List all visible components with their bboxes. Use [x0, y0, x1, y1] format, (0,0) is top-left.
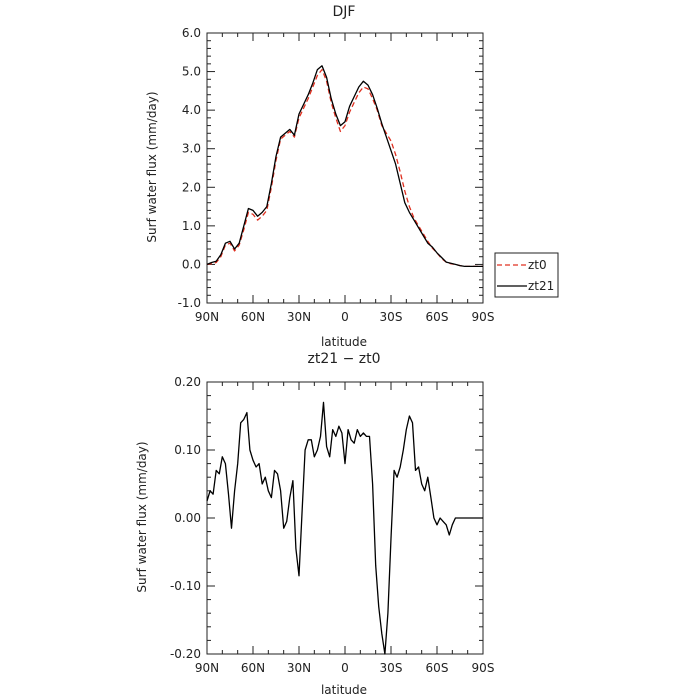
x-tick-label: 30N	[287, 661, 311, 675]
x-tick-label: 60S	[426, 661, 449, 675]
y-axis-title: Surf water flux (mm/day)	[135, 441, 149, 592]
x-tick-label: 60N	[241, 661, 265, 675]
x-tick-label: 30S	[380, 310, 403, 324]
panel-top: DJF Surf water flux (mm/day) latitude 90…	[145, 4, 559, 349]
series-line-zt21	[206, 65, 483, 268]
x-tick-label: 0	[341, 310, 349, 324]
legend-label-zt21: zt21	[528, 279, 554, 293]
x-tick-label: 30N	[287, 310, 311, 324]
x-tick-label: 90S	[472, 310, 495, 324]
x-tick-label: 30S	[380, 661, 403, 675]
x-tick-label: 90S	[472, 661, 495, 675]
y-tick-label: 1.0	[182, 219, 201, 233]
plot-frame	[206, 381, 484, 655]
y-axis-title: Surf water flux (mm/day)	[145, 91, 159, 242]
y-tick-label: 0.20	[174, 375, 201, 389]
x-tick-label: 90N	[195, 661, 219, 675]
x-axis-title: latitude	[321, 335, 367, 349]
panel-title: DJF	[333, 4, 356, 20]
y-tick-label: 6.0	[182, 26, 201, 40]
y-tick-label: 0.00	[174, 511, 201, 525]
x-tick-label: 0	[341, 661, 349, 675]
axes-frame: 90N 60N 30N 0 30S 60S 90S -1.0 0.0 1.0 2.0 3.0 4.0 5.…	[178, 26, 495, 324]
series-group	[206, 401, 483, 655]
panel-title: zt21 − zt0	[307, 351, 380, 367]
y-tick-label: 0.0	[182, 257, 201, 271]
series-line-diff-0	[206, 401, 483, 655]
x-tick-label: 60S	[426, 310, 449, 324]
y-tick-label: -1.0	[178, 296, 201, 310]
legend-box	[494, 252, 559, 298]
y-tick-label: -0.10	[170, 579, 201, 593]
y-tick-label: 5.0	[182, 65, 201, 79]
y-tick-label: 4.0	[182, 103, 201, 117]
x-axis-title: latitude	[321, 683, 367, 697]
series-line-zt0	[206, 68, 483, 268]
y-tick-label: 3.0	[182, 142, 201, 156]
y-tick-label: -0.20	[170, 647, 201, 661]
legend-label-zt0: zt0	[528, 258, 547, 272]
y-tick-label: 2.0	[182, 180, 201, 194]
panel-bottom: zt21 − zt0 Surf water flux (mm/day) lati…	[135, 351, 494, 697]
y-tick-label: 0.10	[174, 443, 201, 457]
x-tick-label: 60N	[241, 310, 265, 324]
legend: zt0 zt21	[494, 252, 559, 298]
axes-frame: 90N 60N 30N 0 30S 60S 90S -0.20 -0.10 0.00 0.10 0.2…	[170, 375, 495, 675]
series-group	[206, 65, 483, 268]
x-tick-label: 90N	[195, 310, 219, 324]
plot-frame	[206, 32, 484, 304]
